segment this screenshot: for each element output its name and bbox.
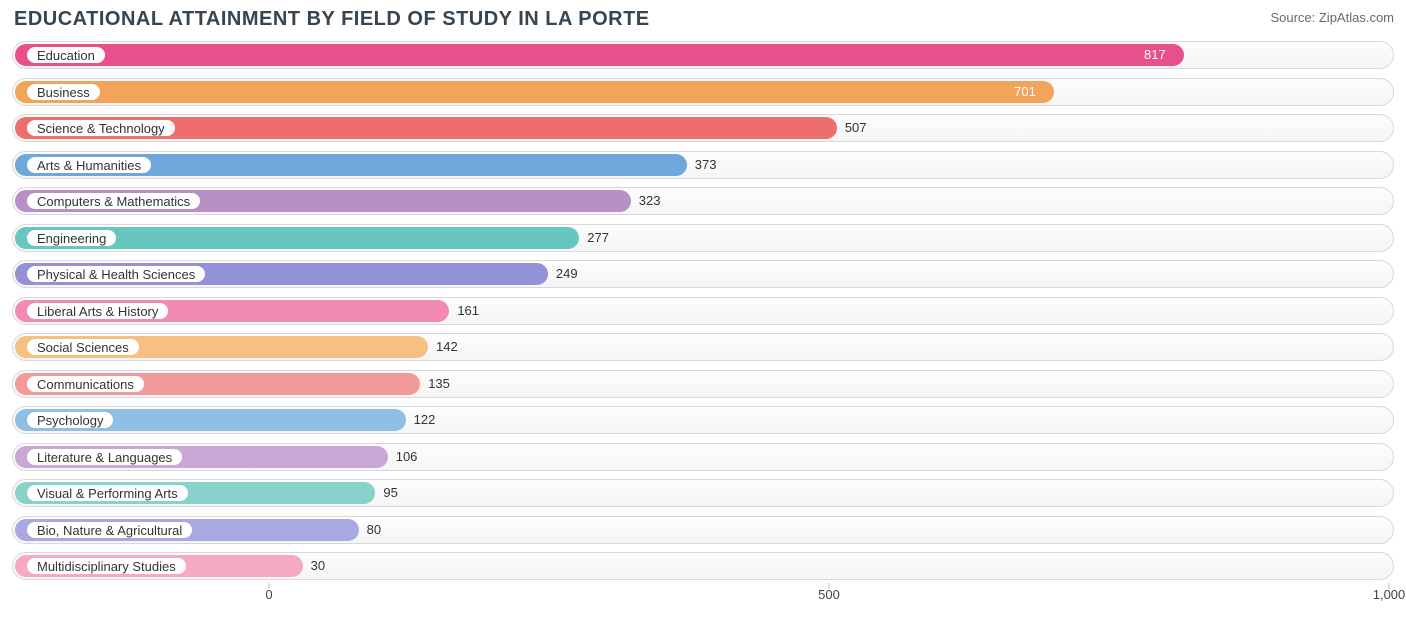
bar-category-label: Computers & Mathematics bbox=[26, 192, 201, 210]
bar-category-label: Visual & Performing Arts bbox=[26, 484, 189, 502]
axis-tick-label: 0 bbox=[265, 587, 272, 602]
chart-container: EDUCATIONAL ATTAINMENT BY FIELD OF STUDY… bbox=[0, 0, 1406, 631]
bar-row: Psychology 122 bbox=[12, 402, 1394, 439]
bar-value-label: 817 bbox=[1144, 47, 1166, 62]
bar-row: Multidisciplinary Studies 30 bbox=[12, 548, 1394, 585]
bar-row: Education 817 bbox=[12, 37, 1394, 74]
bar-category-label: Arts & Humanities bbox=[26, 156, 152, 174]
bar-value-label: 95 bbox=[383, 485, 397, 500]
chart-title: EDUCATIONAL ATTAINMENT BY FIELD OF STUDY… bbox=[14, 8, 650, 31]
bar-value-label: 122 bbox=[414, 412, 436, 427]
bar-row: Computers & Mathematics 323 bbox=[12, 183, 1394, 220]
bar-value-label: 277 bbox=[587, 230, 609, 245]
bar-category-label: Psychology bbox=[26, 411, 114, 429]
bar-value-label: 701 bbox=[1014, 84, 1036, 99]
bar-category-label: Communications bbox=[26, 375, 145, 393]
bar-row: Literature & Languages 106 bbox=[12, 439, 1394, 476]
source-attribution: Source: ZipAtlas.com bbox=[1270, 8, 1394, 25]
bar-value-label: 80 bbox=[367, 522, 381, 537]
bar-category-label: Bio, Nature & Agricultural bbox=[26, 521, 193, 539]
bar-category-label: Literature & Languages bbox=[26, 448, 183, 466]
header-row: EDUCATIONAL ATTAINMENT BY FIELD OF STUDY… bbox=[12, 8, 1394, 37]
bar-value-label: 373 bbox=[695, 157, 717, 172]
bar-value-label: 249 bbox=[556, 266, 578, 281]
bar-row: Physical & Health Sciences 249 bbox=[12, 256, 1394, 293]
axis-tick-label: 500 bbox=[818, 587, 840, 602]
bar-row: Engineering 277 bbox=[12, 220, 1394, 257]
bar-value-label: 106 bbox=[396, 449, 418, 464]
bar-fill bbox=[15, 81, 1054, 103]
bar-row: Communications 135 bbox=[12, 366, 1394, 403]
bars-area: Education 817 Business 701 Science & Technol… bbox=[12, 37, 1394, 585]
bar-value-label: 142 bbox=[436, 339, 458, 354]
axis-tick-label: 1,000 bbox=[1373, 587, 1406, 602]
bar-row: Science & Technology 507 bbox=[12, 110, 1394, 147]
bar-value-label: 507 bbox=[845, 120, 867, 135]
bar-value-label: 161 bbox=[457, 303, 479, 318]
bar-category-label: Physical & Health Sciences bbox=[26, 265, 206, 283]
bar-row: Bio, Nature & Agricultural 80 bbox=[12, 512, 1394, 549]
bar-value-label: 135 bbox=[428, 376, 450, 391]
bar-category-label: Education bbox=[26, 46, 106, 64]
bar-category-label: Business bbox=[26, 83, 101, 101]
bar-row: Visual & Performing Arts 95 bbox=[12, 475, 1394, 512]
bar-value-label: 30 bbox=[311, 558, 325, 573]
bar-category-label: Social Sciences bbox=[26, 338, 140, 356]
bar-row: Arts & Humanities 373 bbox=[12, 147, 1394, 184]
bar-category-label: Liberal Arts & History bbox=[26, 302, 169, 320]
bar-value-label: 323 bbox=[639, 193, 661, 208]
bar-row: Business 701 bbox=[12, 74, 1394, 111]
bar-category-label: Engineering bbox=[26, 229, 117, 247]
x-axis: 05001,000 bbox=[12, 587, 1394, 607]
bar-row: Liberal Arts & History 161 bbox=[12, 293, 1394, 330]
bar-row: Social Sciences 142 bbox=[12, 329, 1394, 366]
bar-category-label: Science & Technology bbox=[26, 119, 176, 137]
bar-fill bbox=[15, 44, 1184, 66]
bar-category-label: Multidisciplinary Studies bbox=[26, 557, 187, 575]
